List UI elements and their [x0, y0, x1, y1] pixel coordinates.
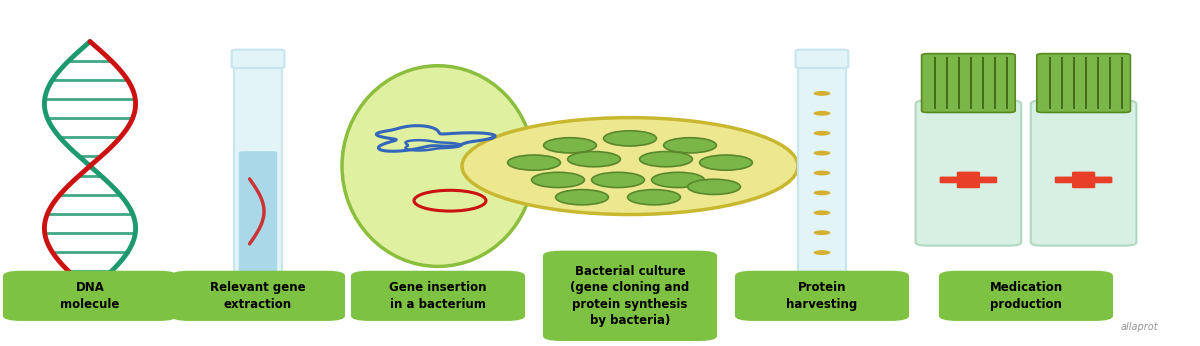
Text: allaprot: allaprot [1121, 322, 1158, 332]
FancyBboxPatch shape [1055, 176, 1112, 183]
FancyBboxPatch shape [916, 100, 1021, 246]
FancyBboxPatch shape [798, 57, 846, 275]
FancyBboxPatch shape [734, 271, 910, 321]
FancyBboxPatch shape [1031, 100, 1136, 246]
Circle shape [814, 131, 830, 136]
Circle shape [814, 250, 830, 255]
Text: Protein
harvesting: Protein harvesting [786, 281, 858, 311]
Text: Bacterial culture
(gene cloning and
protein synthesis
by bacteria): Bacterial culture (gene cloning and prot… [570, 265, 690, 327]
FancyBboxPatch shape [542, 251, 718, 341]
FancyBboxPatch shape [1037, 54, 1130, 112]
FancyBboxPatch shape [232, 49, 284, 68]
FancyBboxPatch shape [1072, 172, 1096, 188]
Circle shape [556, 190, 608, 205]
Circle shape [640, 152, 692, 167]
Circle shape [700, 155, 752, 170]
Circle shape [544, 138, 596, 153]
FancyBboxPatch shape [2, 271, 178, 321]
Text: Gene insertion
in a bacterium: Gene insertion in a bacterium [389, 281, 487, 311]
Text: Relevant gene
extraction: Relevant gene extraction [210, 281, 306, 311]
Circle shape [462, 118, 798, 215]
Circle shape [508, 155, 560, 170]
Circle shape [814, 230, 830, 235]
Text: Medication
production: Medication production [990, 281, 1062, 311]
Circle shape [814, 151, 830, 155]
FancyBboxPatch shape [352, 271, 526, 321]
Text: DNA
molecule: DNA molecule [60, 281, 120, 311]
Ellipse shape [342, 66, 534, 266]
Circle shape [592, 172, 644, 188]
Circle shape [532, 172, 584, 188]
FancyBboxPatch shape [956, 172, 980, 188]
Circle shape [814, 210, 830, 215]
Circle shape [814, 190, 830, 195]
Circle shape [652, 172, 704, 188]
FancyBboxPatch shape [940, 176, 997, 183]
Circle shape [604, 131, 656, 146]
FancyBboxPatch shape [940, 271, 1114, 321]
FancyBboxPatch shape [796, 49, 848, 68]
FancyBboxPatch shape [172, 271, 346, 321]
FancyBboxPatch shape [234, 57, 282, 275]
Circle shape [814, 91, 830, 96]
Circle shape [628, 190, 680, 205]
FancyBboxPatch shape [922, 54, 1015, 112]
Circle shape [688, 179, 740, 194]
FancyBboxPatch shape [239, 151, 277, 272]
Circle shape [568, 152, 620, 167]
Circle shape [664, 138, 716, 153]
Circle shape [814, 111, 830, 116]
Circle shape [814, 171, 830, 175]
